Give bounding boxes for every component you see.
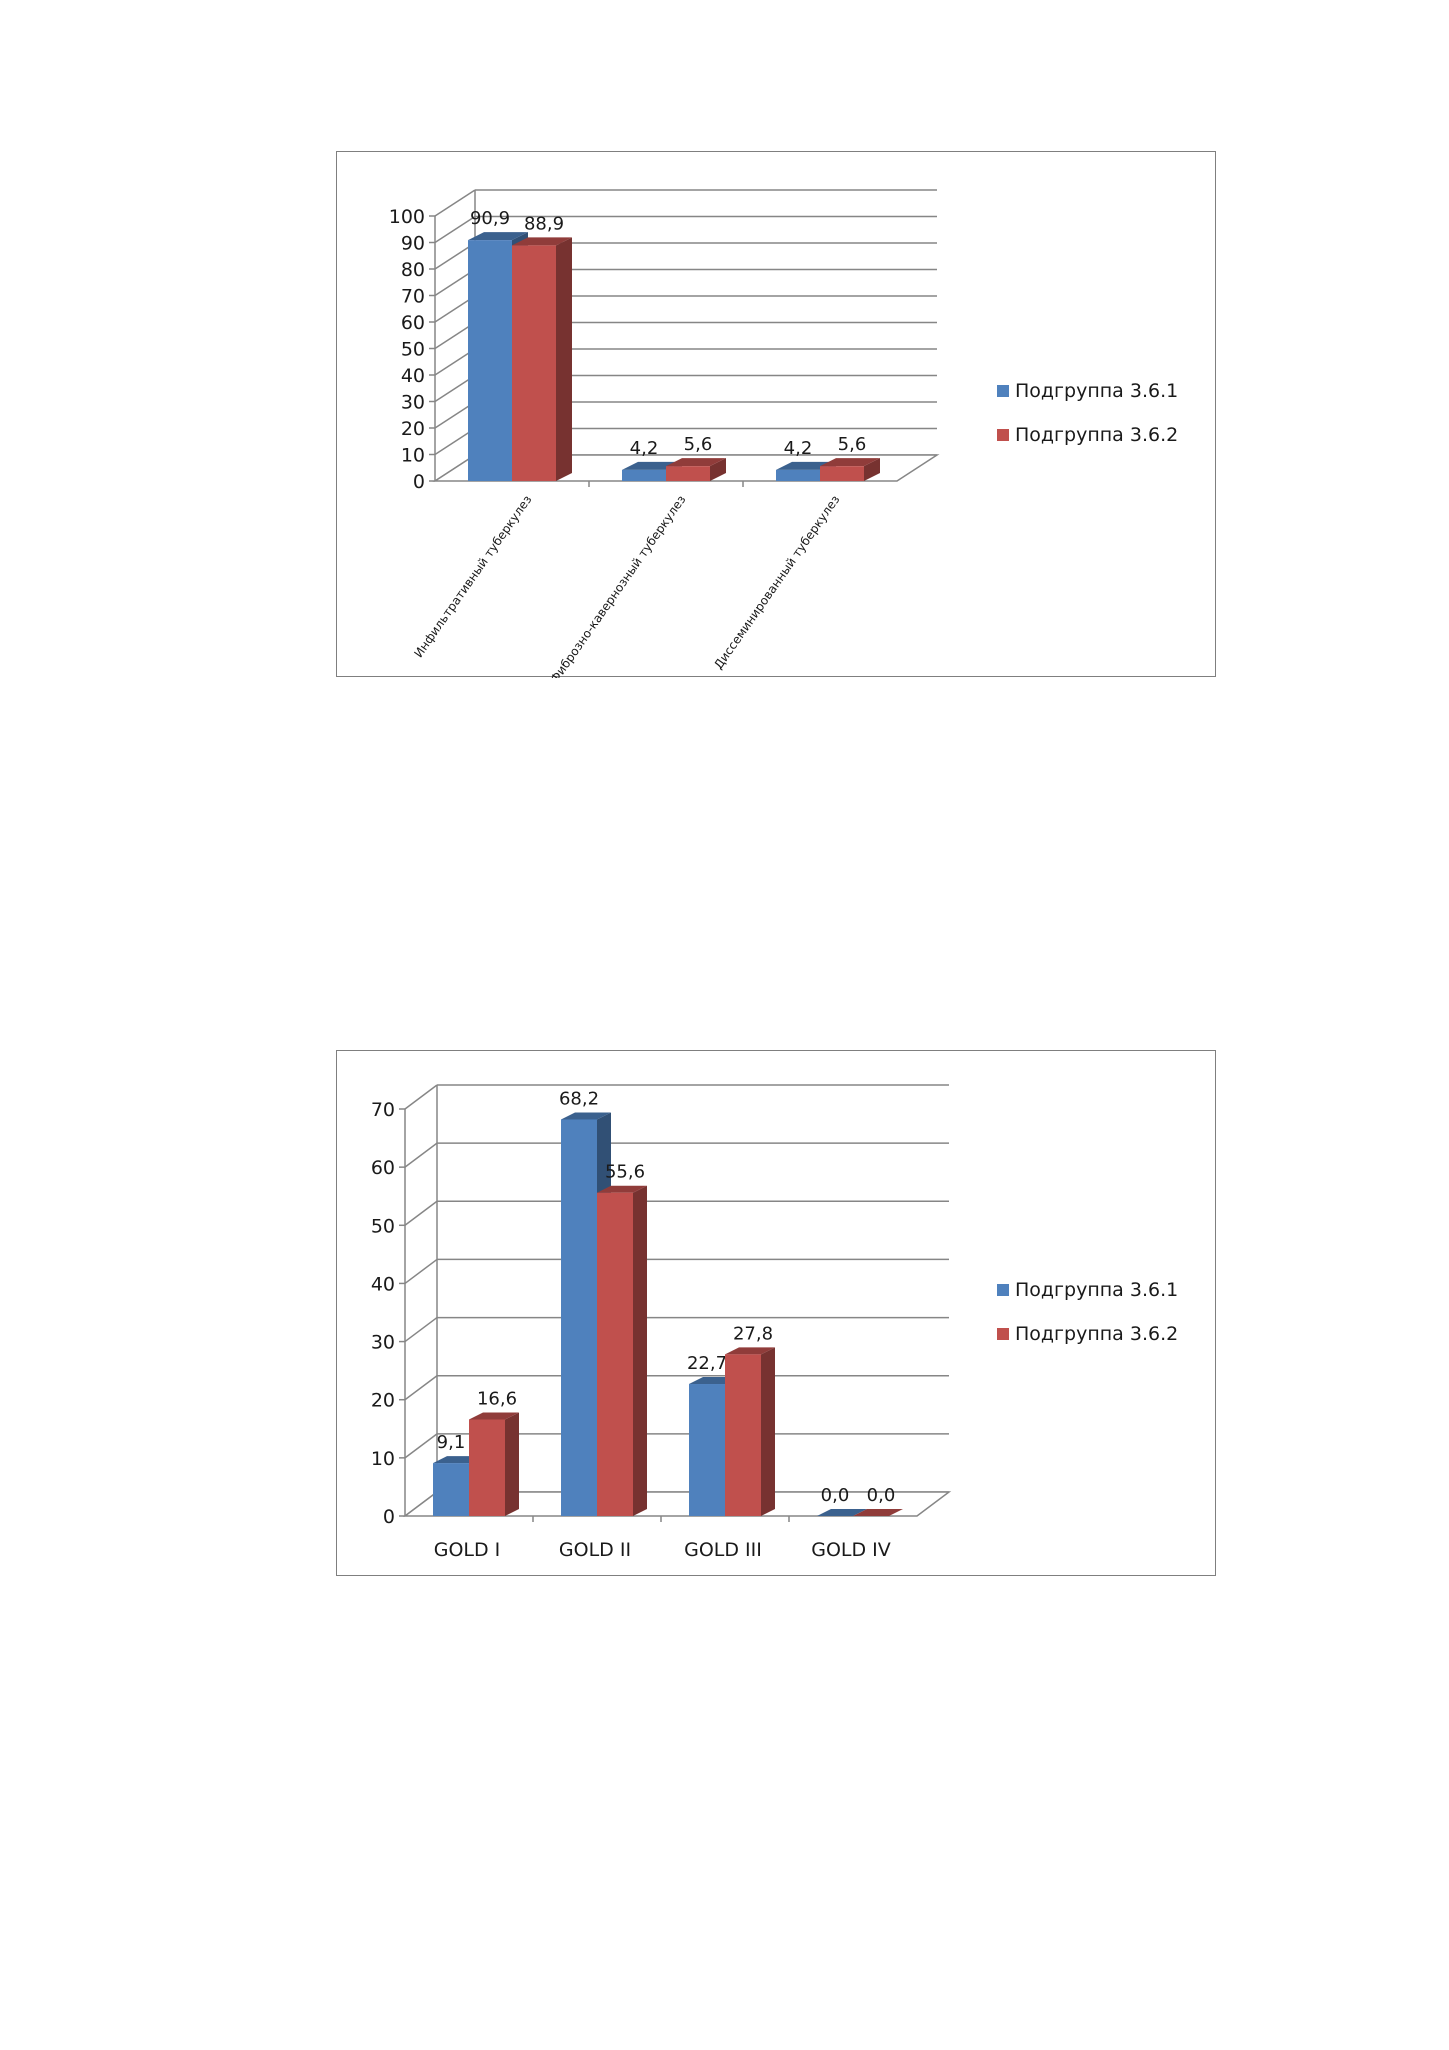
y-tick-label: 60 — [401, 312, 425, 334]
bar — [725, 1354, 761, 1516]
bar — [666, 466, 710, 481]
y-tick-label: 0 — [413, 471, 425, 493]
side-gridline — [404, 1316, 438, 1343]
data-label: 22,7 — [687, 1353, 727, 1374]
legend-label: Подгруппа 3.6.2 — [1015, 424, 1179, 446]
legend-label: Подгруппа 3.6.2 — [1015, 1323, 1179, 1345]
chart-plot-area: 0 10 20 30 40 50 60 70 9,1 16,6 GOLD I 68,2 55,6 GOLD… — [371, 1084, 952, 1561]
side-gridline — [434, 189, 476, 217]
side-gridline — [404, 1375, 438, 1401]
y-tick-label: 10 — [371, 1448, 395, 1470]
legend-label: Подгруппа 3.6.1 — [1015, 380, 1179, 402]
legend-item: Подгруппа 3.6.2 — [997, 424, 1178, 446]
bar — [561, 1119, 597, 1516]
bar-top — [469, 1412, 519, 1420]
data-label: 4,2 — [784, 438, 813, 459]
chart-tuberculosis-forms: 0 10 20 30 40 50 60 70 80 90 100 90,9 88,9 Инфильтрат… — [336, 151, 1216, 678]
bar-top — [820, 458, 880, 467]
y-tick-label: 90 — [401, 233, 425, 255]
legend-item: Подгруппа 3.6.1 — [997, 1279, 1178, 1301]
data-label: 4,2 — [630, 438, 659, 459]
bar-top — [597, 1185, 647, 1193]
y-tick-label: 70 — [371, 1099, 395, 1121]
data-label: 9,1 — [437, 1432, 466, 1453]
x-tick-label: GOLD III — [684, 1539, 762, 1561]
y-tick-label: 80 — [401, 259, 425, 281]
y-tick-label: 60 — [371, 1157, 395, 1179]
x-tick-label: Инфильтративный туберкулез — [411, 493, 534, 660]
y-tick-label: 50 — [401, 339, 425, 361]
bar-top — [853, 1509, 903, 1516]
side-gridline — [404, 1142, 438, 1168]
legend-item: Подгруппа 3.6.1 — [997, 380, 1178, 402]
bar-top — [817, 1509, 867, 1516]
bar-side — [556, 237, 572, 481]
chart-gold-stages: 0 10 20 30 40 50 60 70 9,1 16,6 GOLD I 68,2 55,6 GOLD… — [336, 1050, 1216, 1576]
data-label: 0,0 — [821, 1485, 850, 1506]
legend-swatch — [997, 385, 1009, 397]
bar — [469, 1419, 505, 1516]
chart-legend: Подгруппа 3.6.1 Подгруппа 3.6.2 — [997, 380, 1178, 468]
side-gridline — [404, 1084, 438, 1110]
y-tick-label: 20 — [401, 418, 425, 440]
chart-legend: Подгруппа 3.6.1 Подгруппа 3.6.2 — [997, 1279, 1178, 1367]
x-tick-label: GOLD II — [559, 1539, 631, 1561]
bar-top — [666, 458, 726, 467]
bar-side — [505, 1412, 519, 1516]
x-tick-label: Фиброзно-кавернозный туберкулез — [547, 493, 688, 678]
y-tick-label: 0 — [383, 1506, 395, 1528]
legend-item: Подгруппа 3.6.2 — [997, 1323, 1178, 1345]
bar — [820, 466, 864, 481]
y-tick-label: 30 — [371, 1332, 395, 1354]
chart-plot-area: 0 10 20 30 40 50 60 70 80 90 100 90,9 88,9 Инфильтрат… — [389, 189, 940, 678]
bar-side — [864, 458, 880, 481]
bar — [776, 469, 820, 481]
bar — [689, 1384, 725, 1516]
bar — [597, 1192, 633, 1516]
bar-side — [710, 458, 726, 481]
bar — [468, 240, 512, 481]
legend-swatch — [997, 1328, 1009, 1340]
bar-top — [725, 1347, 775, 1355]
side-gridline — [404, 1433, 438, 1459]
bar — [512, 245, 556, 481]
data-label: 16,6 — [477, 1388, 517, 1409]
data-label: 0,0 — [867, 1485, 896, 1506]
bar — [433, 1463, 469, 1516]
side-gridline — [404, 1200, 438, 1226]
bar-top — [512, 237, 572, 246]
y-tick-label: 10 — [401, 445, 425, 467]
x-tick-label: GOLD I — [434, 1539, 501, 1561]
legend-label: Подгруппа 3.6.1 — [1015, 1279, 1179, 1301]
bar-top — [468, 232, 528, 241]
bar — [622, 469, 666, 481]
data-label: 55,6 — [605, 1162, 645, 1183]
y-tick-label: 20 — [371, 1390, 395, 1412]
y-tick-label: 70 — [401, 286, 425, 308]
y-tick-label: 100 — [389, 206, 425, 228]
y-tick-label: 40 — [401, 365, 425, 387]
bar-side — [633, 1185, 647, 1516]
data-label: 5,6 — [684, 434, 713, 455]
x-tick-label: GOLD IV — [811, 1539, 891, 1561]
data-label: 90,9 — [470, 208, 510, 229]
legend-swatch — [997, 429, 1009, 441]
y-tick-label: 50 — [371, 1215, 395, 1237]
data-label: 88,9 — [524, 213, 564, 234]
y-tick-label: 40 — [371, 1273, 395, 1295]
bar-side — [761, 1347, 775, 1516]
data-label: 68,2 — [559, 1088, 599, 1109]
bar-top — [561, 1112, 611, 1120]
data-label: 27,8 — [733, 1323, 773, 1344]
side-gridline — [404, 1258, 438, 1285]
legend-swatch — [997, 1284, 1009, 1296]
y-tick-label: 30 — [401, 392, 425, 414]
side-gridline — [434, 215, 476, 244]
data-label: 5,6 — [838, 434, 867, 455]
x-tick-label: Диссеминированный туберкулез — [711, 493, 842, 672]
